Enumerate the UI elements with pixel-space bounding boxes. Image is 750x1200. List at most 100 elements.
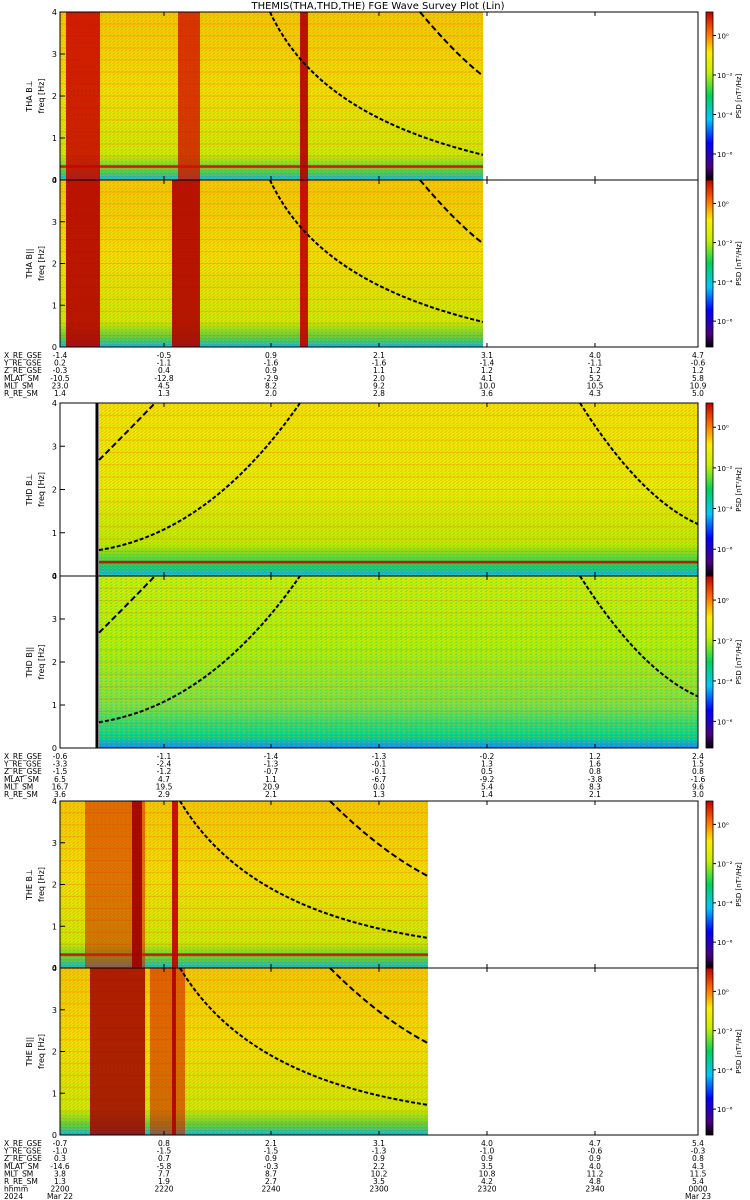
colorbar-tick-label: 10⁻⁴ — [717, 678, 733, 686]
y-tick-label: 2 — [52, 1048, 57, 1057]
spectral-band — [90, 968, 145, 1135]
y-axis-unit-label: freq [Hz] — [37, 79, 46, 114]
ephemeris-row-label: MLAT_SM — [4, 775, 39, 784]
ephemeris-value: -12.8 — [154, 374, 174, 383]
cyclotron-curve — [329, 800, 429, 878]
ephemeris-value: 3.5 — [481, 1162, 493, 1171]
data-gap — [60, 576, 96, 748]
ephemeris-value: 0.9 — [481, 1154, 493, 1163]
ephemeris-value: 11.2 — [587, 1169, 604, 1178]
colorbar — [705, 967, 714, 1136]
y-axis-unit-label: freq [Hz] — [37, 472, 46, 507]
ephemeris-value: -0.6 — [53, 752, 68, 761]
ephemeris-row-label: MLAT_SM — [4, 1162, 39, 1171]
y-tick-label: 0 — [52, 964, 57, 973]
ephemeris-value: 3.6 — [481, 389, 493, 398]
ephemeris-value: 1.4 — [481, 790, 493, 799]
colorbar-tick-label: 10⁻⁴ — [717, 111, 733, 119]
ephemeris-value: 10.0 — [479, 381, 496, 390]
y-tick-label: 0 — [52, 176, 57, 185]
ephemeris-value: 2.1 — [589, 790, 601, 799]
time-tick-label: 2300 — [369, 1185, 388, 1194]
ephemeris-row-label: X_RE_GSE — [4, 752, 42, 761]
y-tick-label: 2 — [52, 658, 57, 667]
ephemeris-value: -1.4 — [264, 752, 279, 761]
ephemeris-value: 4.2 — [481, 1177, 493, 1186]
ephemeris-value: 2.4 — [692, 752, 704, 761]
y-tick-label: 0 — [52, 572, 57, 581]
ephemeris-value: 5.4 — [692, 1139, 704, 1148]
ephemeris-value: -0.1 — [372, 767, 387, 776]
ephemeris-value: 2.1 — [265, 1139, 277, 1148]
spectral-band — [66, 180, 100, 347]
y-axis-unit-label: freq [Hz] — [37, 1034, 46, 1069]
colorbar-tick-label: 10⁰ — [717, 200, 729, 208]
ephemeris-value: 4.5 — [158, 381, 170, 390]
time-row-label: hhmm — [4, 1185, 28, 1194]
colorbar-tick-label: 10⁻⁶ — [717, 546, 733, 554]
ephemeris-value: 1.1 — [373, 366, 385, 375]
ephemeris-value: 23.0 — [52, 381, 69, 390]
ephemeris-value: 0.0 — [373, 782, 385, 791]
cyclotron-curve — [98, 575, 301, 724]
ephemeris-row-label: Y_RE_GSE — [3, 1147, 42, 1156]
ephemeris-value: -1.1 — [157, 359, 172, 368]
colorbar-tick-label: 10⁻² — [717, 240, 733, 248]
y-tick-label: 3 — [52, 218, 57, 227]
ephemeris-value: 5.2 — [589, 374, 601, 383]
time-tick-label: 2200 — [50, 1185, 69, 1194]
spectrogram-texture — [60, 180, 483, 347]
colorbar-tick-label: 10⁰ — [717, 424, 729, 432]
ephemeris-value: -0.7 — [264, 767, 279, 776]
ephemeris-value: -3.8 — [588, 775, 603, 784]
time-tick-label: 2220 — [154, 1185, 173, 1194]
ephemeris-value: 0.8 — [158, 1139, 170, 1148]
colorbar-tick-label: 10⁰ — [717, 988, 729, 996]
ephemeris-value: -1.1 — [588, 359, 603, 368]
chart-title: THEMIS(THA,THD,THE) FGE Wave Survey Plot… — [250, 1, 504, 12]
spectral-band — [178, 12, 200, 180]
ephemeris-value: 7.7 — [158, 1169, 170, 1178]
colorbar — [705, 179, 714, 348]
spectrogram-panel: 0 1 2 3 4 THE B⊥ freq [Hz] 10⁰ 10⁻² 10⁻⁴ 10⁻⁶ PSD [… — [25, 797, 743, 973]
ephemeris-row-label: MLAT_SM — [4, 374, 39, 383]
ephemeris-value: 3.1 — [373, 1139, 385, 1148]
ephemeris-value: 0.9 — [373, 1154, 385, 1163]
ephemeris-value: 5.8 — [692, 374, 704, 383]
ephemeris-value: 1.9 — [158, 1177, 170, 1186]
y-axis-label: THE B|| — [25, 1037, 34, 1067]
ephemeris-value: 0.8 — [692, 767, 704, 776]
ephemeris-value: -14.6 — [50, 1162, 70, 1171]
y-axis-label: THA B|| — [25, 249, 34, 280]
ephemeris-value: -1.5 — [264, 1147, 279, 1156]
ephemeris-value: 1.1 — [265, 775, 277, 784]
colorbar-label: PSD [nT²/Hz] — [735, 1029, 743, 1074]
ephemeris-value: 1.2 — [589, 366, 601, 375]
ephemeris-value: 1.2 — [481, 366, 493, 375]
ephemeris-row-label: Y_RE_GSE — [3, 359, 42, 368]
ephemeris-value: 4.8 — [589, 1177, 601, 1186]
y-tick-label: 4 — [52, 797, 57, 806]
y-axis-label: THD B|| — [25, 647, 34, 678]
ephemeris-row-label: MLT_SM — [4, 1169, 33, 1178]
spectral-band — [150, 968, 185, 1135]
ephemeris-value: -0.2 — [480, 752, 495, 761]
ephemeris-value: -0.7 — [53, 1139, 68, 1148]
ephemeris-value: 5.4 — [481, 782, 493, 791]
colorbar-tick-label: 10⁻⁴ — [717, 1067, 733, 1075]
time-tick-label: 2340 — [585, 1185, 604, 1194]
colorbar-tick-label: 10⁻² — [717, 1028, 733, 1036]
spectral-band — [172, 801, 178, 968]
time-row-label: 2024 — [4, 1192, 23, 1200]
y-axis-unit-label: freq [Hz] — [37, 246, 46, 281]
ephemeris-value: 3.8 — [54, 1169, 66, 1178]
ephemeris-value: 3.1 — [481, 351, 493, 360]
cyclotron-curve — [98, 402, 301, 552]
y-axis-label: THE B⊥ — [25, 869, 34, 901]
ephemeris-value: -0.3 — [691, 1147, 706, 1156]
ephemeris-value: -1.0 — [480, 1147, 495, 1156]
colorbar-label: PSD [nT²/Hz] — [735, 639, 743, 684]
ephemeris-value: 0.4 — [158, 366, 170, 375]
ephemeris-value: 20.9 — [263, 782, 280, 791]
